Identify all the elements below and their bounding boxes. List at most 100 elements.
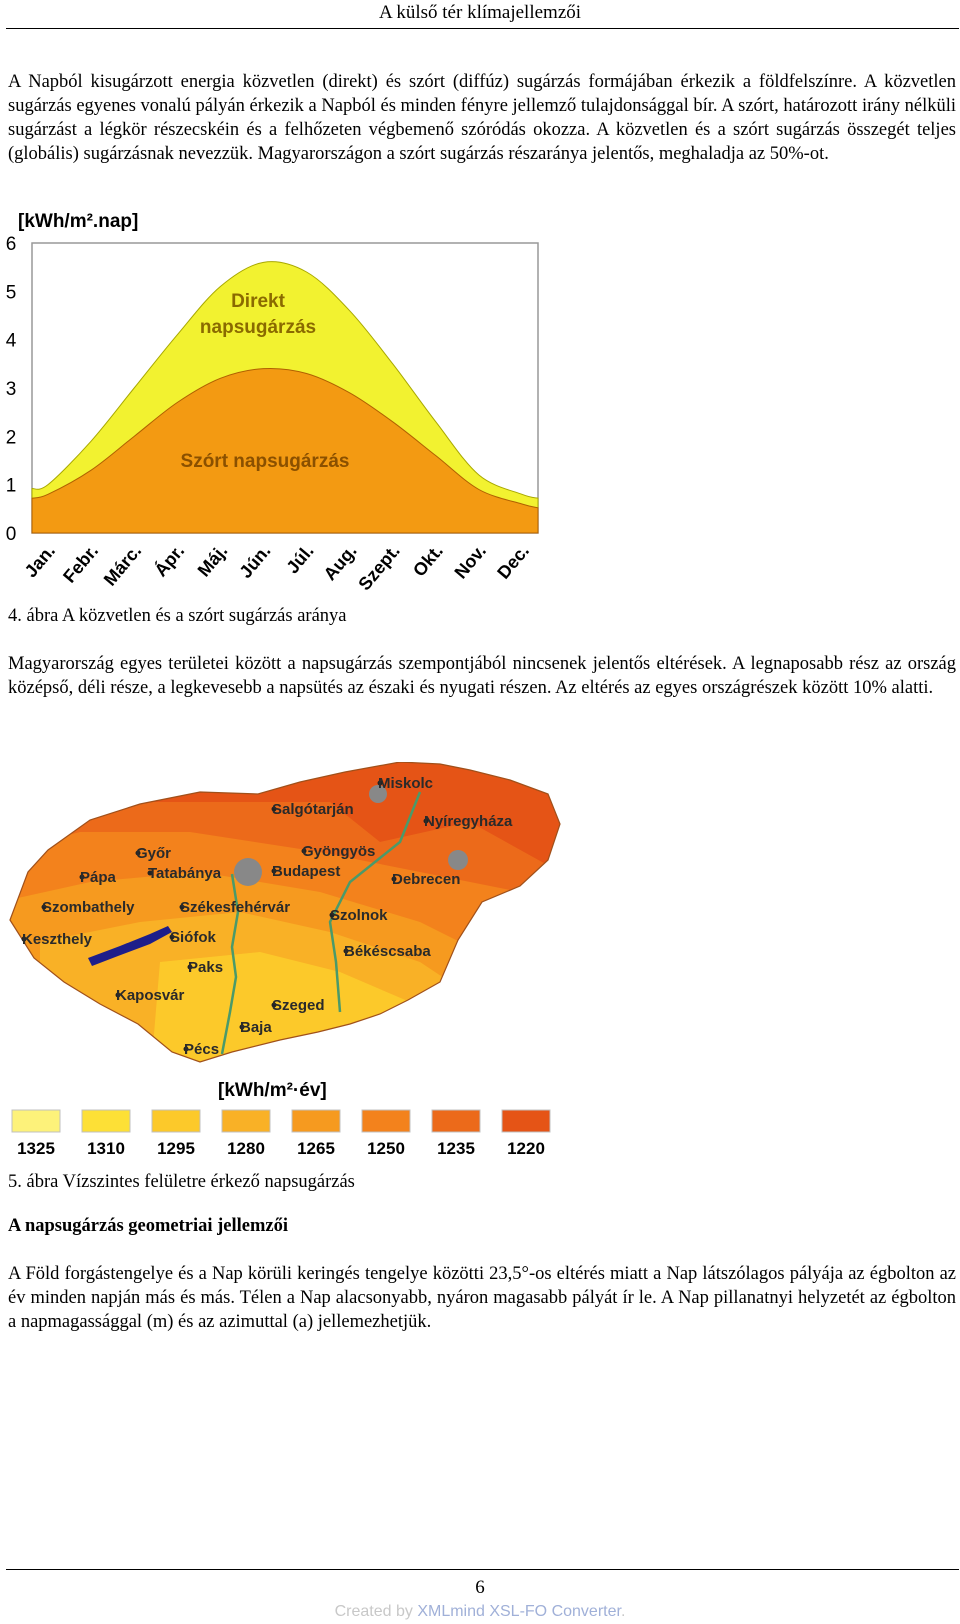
legend-swatch [501, 1109, 551, 1133]
footer-credit: Created by XMLmind XSL-FO Converter. [0, 1603, 960, 1621]
city-label: Székesfehérvár [180, 899, 290, 916]
city-label: Békéscsaba [344, 943, 431, 960]
y-tick-label: 5 [6, 282, 17, 303]
intro-paragraph: A Napból kisugárzott energia közvetlen (… [8, 72, 956, 164]
legend-swatch [81, 1109, 131, 1133]
section-heading: A napsugárzás geometriai jellemzői [8, 1216, 289, 1236]
series-label-direct-line2: napsugárzás [200, 317, 316, 338]
city-label: Paks [188, 959, 223, 976]
city-marker [183, 1046, 189, 1052]
city-label: Nyíregyháza [424, 813, 513, 830]
lake-balaton [88, 926, 172, 966]
city-marker [147, 870, 153, 876]
city-label: Tatabánya [148, 865, 222, 882]
city-marker [135, 850, 141, 856]
credit-link[interactable]: XMLmind XSL-FO Converter [417, 1603, 621, 1620]
x-tick-label: Okt. [409, 541, 447, 581]
city-marker [271, 806, 277, 812]
series-label-diffuse: Szórt napsugárzás [181, 451, 350, 472]
city-label: Pápa [80, 869, 117, 886]
legend-swatch [361, 1109, 411, 1133]
y-axis-label: [kWh/m².nap] [18, 211, 138, 232]
page-number: 6 [475, 1577, 485, 1598]
city-marker [41, 904, 47, 910]
regional-paragraph: Magyarország egyes területei között a na… [8, 654, 956, 698]
city-label: Pécs [184, 1041, 219, 1058]
legend-label: 1295 [157, 1139, 195, 1158]
city-marker [271, 1002, 277, 1008]
city-marker [377, 780, 383, 786]
legend-swatch [11, 1109, 61, 1133]
legend-label: 1235 [437, 1139, 475, 1158]
city-label: Szolnok [330, 907, 388, 924]
city-marker [169, 934, 175, 940]
city-marker [343, 948, 349, 954]
y-tick-label: 6 [6, 234, 17, 255]
x-tick-label: Máj. [194, 541, 232, 581]
credit-prefix: Created by [334, 1603, 418, 1620]
hungary-map-svg: Miskolc Salgótarján Nyíregyháza Győr Gyöngyö… [9, 761, 561, 1158]
x-tick-label: Febr. [59, 541, 102, 587]
city-label: Szeged [272, 997, 325, 1014]
y-tick-label: 4 [6, 331, 17, 352]
city-label: Salgótarján [272, 801, 354, 818]
x-tick-label: Jan. [21, 541, 59, 581]
city-marker [271, 868, 277, 874]
series-area-diffuse [31, 367, 539, 534]
city-marker [21, 936, 27, 942]
country-outline [9, 761, 561, 1063]
city-label: Debrecen [392, 871, 460, 888]
y-tick-label: 3 [6, 379, 17, 400]
figure-5-caption: 5. ábra Vízszintes felületre érkező naps… [8, 1172, 355, 1192]
x-tick-label: Nov. [450, 541, 490, 583]
city-area [234, 858, 262, 886]
credit-suffix: . [620, 1603, 626, 1620]
city-area [369, 785, 387, 803]
legend-label: 1220 [507, 1139, 545, 1158]
x-tick-label: Ápr. [150, 540, 189, 580]
city-area [448, 850, 468, 870]
legend-swatch [221, 1109, 271, 1133]
city-marker [329, 912, 335, 918]
x-tick-label: Dec. [493, 541, 533, 583]
city-label: Szombathely [42, 899, 135, 916]
radiation-chart: Direkt napsugárzás Szórt napsugárzás [kWh/m… [0, 205, 560, 605]
city-marker [391, 876, 397, 882]
legend-swatch [291, 1109, 341, 1133]
legend-label: 1250 [367, 1139, 405, 1158]
legend-swatch [151, 1109, 201, 1133]
series-label-direct-line1: Direkt [231, 291, 286, 312]
x-tick-label: Júl. [282, 541, 317, 578]
city-marker [187, 964, 193, 970]
footer-rule [6, 1569, 959, 1570]
city-label: Kaposvár [116, 987, 185, 1004]
city-marker [115, 992, 121, 998]
x-tick-label: Jún. [235, 541, 274, 582]
hungary-radiation-map: Miskolc Salgótarján Nyíregyháza Győr Gyöngyö… [0, 761, 580, 1202]
legend-swatch [431, 1109, 481, 1133]
geometry-paragraph: A Föld forgástengelye és a Nap körüli ke… [8, 1264, 956, 1332]
city-label: Győr [136, 845, 171, 862]
legend-title: [kWh/m²·év] [218, 1080, 327, 1101]
danube-river [220, 873, 240, 1055]
y-tick-label: 2 [6, 427, 17, 448]
city-label: Budapest [272, 863, 340, 880]
figure-4-caption: 4. ábra A közvetlen és a szórt sugárzás … [8, 606, 347, 626]
y-tick-label: 0 [6, 524, 17, 545]
x-tick-label: Szept. [354, 541, 403, 594]
city-label: Keszthely [22, 931, 93, 948]
city-label: Baja [240, 1019, 272, 1036]
y-tick-label: 1 [6, 476, 17, 497]
legend-label: 1280 [227, 1139, 265, 1158]
city-label: Gyöngyös [302, 843, 375, 860]
city-marker [79, 874, 85, 880]
header-rule [6, 28, 959, 29]
legend-label: 1325 [17, 1139, 55, 1158]
city-marker [423, 818, 429, 824]
legend-label: 1265 [297, 1139, 335, 1158]
page-header-title: A külső tér klímajellemzői [378, 2, 582, 23]
city-marker [179, 904, 185, 910]
radiation-chart-svg: Direkt napsugárzás Szórt napsugárzás [kWh/m… [6, 211, 539, 594]
tisza-river [328, 791, 422, 1013]
legend-label: 1310 [87, 1139, 125, 1158]
